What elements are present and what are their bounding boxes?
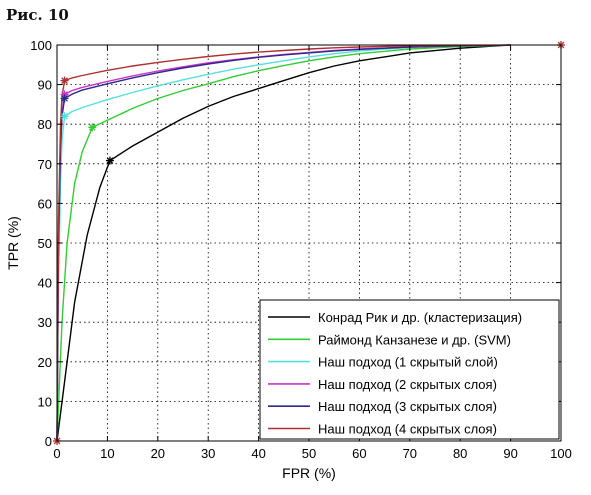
x-tick-label: 60: [352, 446, 366, 461]
x-tick-label: 10: [100, 446, 114, 461]
x-tick-label: 100: [550, 446, 572, 461]
markers-layer: [53, 41, 565, 445]
figure-label: Рис. 10: [6, 6, 69, 24]
x-tick-label: 0: [53, 446, 60, 461]
series-line-3: [56, 44, 511, 442]
x-tick-label: 50: [302, 446, 316, 461]
y-tick-label: 60: [38, 196, 52, 211]
y-tick-label: 40: [38, 276, 52, 291]
x-tick-label: 30: [201, 446, 215, 461]
series-marker-2: [88, 123, 97, 132]
x-axis-label: FPR (%): [282, 465, 336, 481]
series-line-1: [56, 44, 511, 442]
series-marker-3: [60, 112, 69, 121]
y-tick-label: 10: [38, 394, 52, 409]
y-axis-label: TPR (%): [5, 216, 21, 270]
legend-label-5: Наш подход (3 скрытых слоя): [318, 399, 497, 414]
y-tick-label: 20: [38, 355, 52, 370]
y-tick-label: 80: [38, 117, 52, 132]
y-tick-label: 30: [38, 315, 52, 330]
series-marker-6: [60, 76, 69, 85]
legend-label-4: Наш подход (2 скрытых слоя): [318, 377, 497, 392]
x-tick-label: 80: [453, 446, 467, 461]
x-tick-label: 70: [403, 446, 417, 461]
legend-label-2: Раймонд Канзанезе и др. (SVM): [318, 332, 511, 347]
series-line-6: [56, 44, 511, 442]
series-marker-5: [60, 94, 69, 103]
x-tick-label: 40: [251, 446, 265, 461]
legend: Конрад Рик и др. (кластеризация) Раймонд …: [259, 299, 560, 440]
y-tick-label: 100: [30, 38, 52, 53]
legend-label-6: Наш подход (4 скрытых слоя): [318, 422, 497, 437]
series-marker-1: [105, 156, 114, 165]
series-line-5: [56, 44, 511, 442]
y-tick-label: 50: [38, 236, 52, 251]
legend-label-1: Конрад Рик и др. (кластеризация): [318, 310, 522, 325]
x-tick-label: 20: [151, 446, 165, 461]
y-ticks: 0 10 20 30 40 50 60 70 80 90 100: [30, 38, 561, 449]
x-tick-label: 90: [503, 446, 517, 461]
legend-box: [259, 299, 560, 440]
y-tick-label: 70: [38, 157, 52, 172]
y-tick-label: 90: [38, 78, 52, 93]
legend-label-3: Наш подход (1 скрытый слой): [318, 355, 498, 370]
y-tick-label: 0: [45, 434, 52, 449]
series-line-2: [56, 44, 511, 442]
series-layer: [56, 44, 511, 442]
